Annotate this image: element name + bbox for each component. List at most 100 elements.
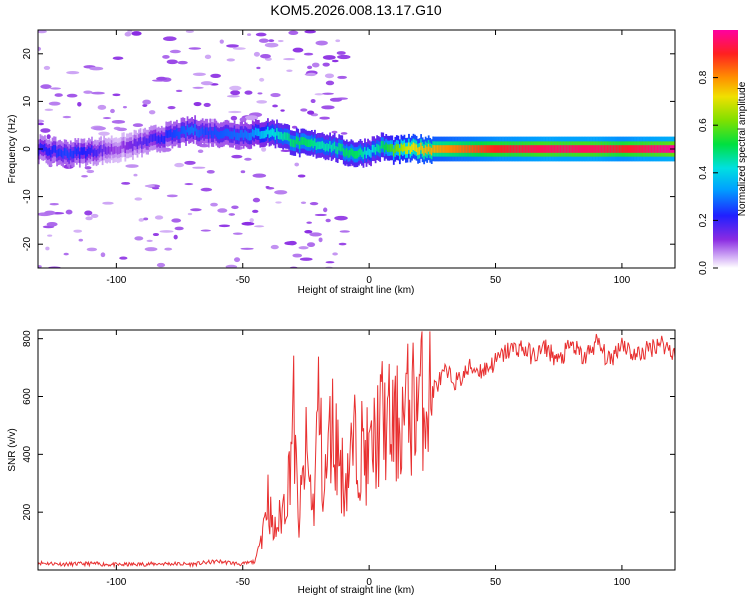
- spectrogram-noise-cell: [110, 108, 115, 114]
- spectrogram-ridge-cell: [235, 132, 237, 141]
- spectrogram-ridge-cell: [47, 148, 49, 157]
- spectrogram-ridge-cell: [603, 145, 606, 153]
- spectrogram-ridge-cell: [94, 148, 96, 156]
- spectrogram-ridge-cell: [97, 148, 99, 157]
- spectrogram-ridge-cell: [317, 141, 319, 150]
- spectrogram-ridge-cell: [536, 145, 539, 153]
- spectrogram-noise-cell: [272, 104, 278, 108]
- spectrogram-x-label: Height of straight line (km): [298, 285, 415, 296]
- spectrogram-x-tick-label: 0: [366, 275, 372, 286]
- spectrogram-ridge-cell: [191, 125, 193, 134]
- spectrogram-ridge-cell: [259, 131, 262, 140]
- spectrogram-ridge-cell: [169, 129, 172, 137]
- spectrogram-noise-cell: [143, 217, 149, 221]
- spectrogram-y-tick-label: 0: [22, 146, 33, 152]
- spectrogram-ridge-cell: [520, 145, 523, 153]
- spectrogram-ridge-cell: [154, 133, 157, 141]
- spectrogram-noise-cell: [45, 246, 50, 251]
- spectrogram-ridge-cell: [546, 145, 548, 153]
- spectrogram-ridge-cell: [113, 146, 116, 154]
- spectrogram-ridge-cell: [125, 142, 128, 150]
- spectrogram-noise-cell: [190, 208, 202, 212]
- spectrogram-noise-cell: [78, 238, 84, 242]
- spectrogram-ridge-cell: [62, 151, 65, 159]
- spectrogram-ridge-cell: [429, 146, 432, 155]
- spectrogram-noise-cell: [84, 210, 93, 216]
- spectrogram-ridge-cell: [318, 141, 321, 150]
- spectrogram-noise-cell: [331, 130, 338, 134]
- spectrogram-noise-cell: [230, 115, 238, 121]
- spectrogram-noise-cell: [256, 66, 261, 70]
- spectrogram-noise-cell: [325, 80, 335, 86]
- spectrogram-noise-cell: [47, 234, 53, 237]
- spectrogram-ridge-cell: [650, 145, 653, 153]
- spectrogram-y-axis: -20 -10 0 10 20: [22, 48, 675, 251]
- spectrogram-ridge-cell: [327, 143, 330, 152]
- spectrogram-ridge-cell: [256, 128, 259, 137]
- spectrogram-ridge-cell: [118, 146, 121, 155]
- spectrogram-noise-cell: [112, 93, 121, 97]
- spectrogram-ridge-cell: [368, 148, 371, 157]
- snr-y-tick-label: 600: [22, 388, 33, 405]
- spectrogram-noise-cell: [322, 55, 336, 60]
- spectrogram-ridge-cell: [50, 149, 52, 158]
- spectrogram-ridge-cell: [285, 132, 288, 141]
- spectrogram-ridge-cell: [115, 145, 118, 154]
- colorbar-tick-label: 0.8: [698, 70, 709, 84]
- spectrogram-noise-cell: [306, 72, 317, 77]
- spectrogram-ridge-cell: [584, 145, 586, 153]
- spectrogram-ridge-cell: [253, 130, 256, 138]
- spectrogram-ridge-cell: [564, 145, 567, 153]
- spectrogram-ridge-cell: [216, 131, 219, 139]
- spectrogram-ridge-cell: [389, 144, 392, 152]
- snr-frame: [37, 329, 676, 571]
- spectrogram-noise-cell: [280, 109, 285, 112]
- spectrogram-noise-cell: [89, 66, 104, 71]
- spectrogram-ridge-cell: [627, 145, 630, 153]
- spectrogram-noise-cell: [299, 257, 313, 261]
- spectrogram-ridge-cell: [594, 145, 597, 153]
- spectrogram-ridge-cell: [596, 145, 598, 153]
- spectrogram-noise-cell: [83, 90, 93, 94]
- snr-y-tick-label: 400: [22, 446, 33, 463]
- spectrogram-ridge-cell: [600, 145, 603, 153]
- spectrogram-ridge-cell: [112, 146, 115, 155]
- spectrogram-ridge-cell: [577, 145, 580, 153]
- spectrogram-ridge-cell: [336, 146, 339, 155]
- spectrogram-ridge-cell: [370, 149, 372, 158]
- spectrogram-ridge-cell: [662, 145, 665, 153]
- spectrogram-ridge-cell: [524, 145, 527, 153]
- spectrogram-ridge-cell: [590, 145, 592, 153]
- spectrogram-ridge-cell: [71, 150, 74, 159]
- spectrogram-noise-cell: [44, 108, 54, 111]
- spectrogram-noise-cell: [310, 99, 316, 104]
- spectrogram-ridge-cell: [100, 144, 102, 153]
- spectrogram-noise-cell: [66, 71, 80, 75]
- spectrogram-ridge-cell: [377, 144, 380, 153]
- spectrogram-noise-cell: [156, 262, 166, 268]
- spectrogram-ridge-cell: [561, 145, 564, 153]
- spectrogram-noise-cell: [166, 59, 178, 65]
- spectrogram-noise-cell: [244, 157, 252, 161]
- spectrogram-noise-cell: [294, 162, 300, 167]
- spectrogram-ridge-cell: [659, 145, 662, 153]
- spectrogram-ridge-cell: [85, 150, 87, 159]
- spectrogram-noise-cell: [323, 207, 328, 213]
- spectrogram-ridge-cell: [449, 145, 451, 153]
- spectrogram-ridge-cell: [230, 131, 233, 139]
- spectrogram-noise-cell: [174, 226, 184, 231]
- spectrogram-noise-cell: [252, 209, 259, 213]
- spectrogram-ridge-cell: [500, 145, 503, 153]
- spectrogram-ridge-cell: [453, 145, 456, 153]
- spectrogram-ridge-cell: [582, 145, 585, 153]
- spectrogram-ridge-cell: [323, 142, 325, 151]
- spectrogram-ridge-cell: [283, 132, 286, 140]
- spectrogram-noise-cell: [217, 208, 228, 213]
- spectrogram-noise-cell: [122, 105, 127, 109]
- snr-y-axis: 200 400 600 800: [22, 330, 675, 521]
- spectrogram-ridge-cell: [166, 130, 169, 139]
- spectrogram-ridge-cell: [116, 146, 119, 155]
- spectrogram-noise-cell: [86, 247, 98, 252]
- spectrogram-ridge-cell: [611, 145, 614, 153]
- spectrogram-ridge-cell: [244, 129, 247, 138]
